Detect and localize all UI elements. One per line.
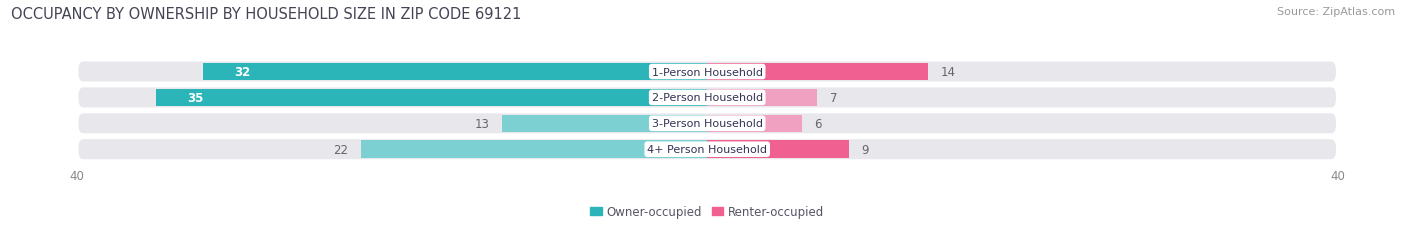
Text: 3-Person Household: 3-Person Household bbox=[652, 119, 762, 129]
Bar bbox=[707, 115, 801, 133]
Text: 22: 22 bbox=[333, 143, 349, 156]
Text: 6: 6 bbox=[814, 117, 823, 130]
FancyBboxPatch shape bbox=[77, 87, 1337, 109]
Text: 2-Person Household: 2-Person Household bbox=[651, 93, 763, 103]
Text: 14: 14 bbox=[941, 66, 955, 79]
Bar bbox=[707, 64, 928, 81]
Bar bbox=[202, 64, 707, 81]
Text: Source: ZipAtlas.com: Source: ZipAtlas.com bbox=[1277, 7, 1395, 17]
Bar bbox=[502, 115, 707, 133]
Bar bbox=[360, 141, 707, 158]
FancyBboxPatch shape bbox=[77, 61, 1337, 84]
Text: 7: 7 bbox=[830, 91, 838, 104]
Text: 9: 9 bbox=[862, 143, 869, 156]
Text: 4+ Person Household: 4+ Person Household bbox=[647, 145, 768, 155]
Bar bbox=[707, 89, 817, 107]
Text: 35: 35 bbox=[187, 91, 204, 104]
Text: OCCUPANCY BY OWNERSHIP BY HOUSEHOLD SIZE IN ZIP CODE 69121: OCCUPANCY BY OWNERSHIP BY HOUSEHOLD SIZE… bbox=[11, 7, 522, 22]
FancyBboxPatch shape bbox=[77, 112, 1337, 135]
Text: 32: 32 bbox=[235, 66, 250, 79]
Bar bbox=[707, 141, 849, 158]
FancyBboxPatch shape bbox=[77, 138, 1337, 161]
Legend: Owner-occupied, Renter-occupied: Owner-occupied, Renter-occupied bbox=[591, 205, 824, 218]
Bar bbox=[156, 89, 707, 107]
Text: 13: 13 bbox=[475, 117, 489, 130]
Text: 1-Person Household: 1-Person Household bbox=[652, 67, 762, 77]
